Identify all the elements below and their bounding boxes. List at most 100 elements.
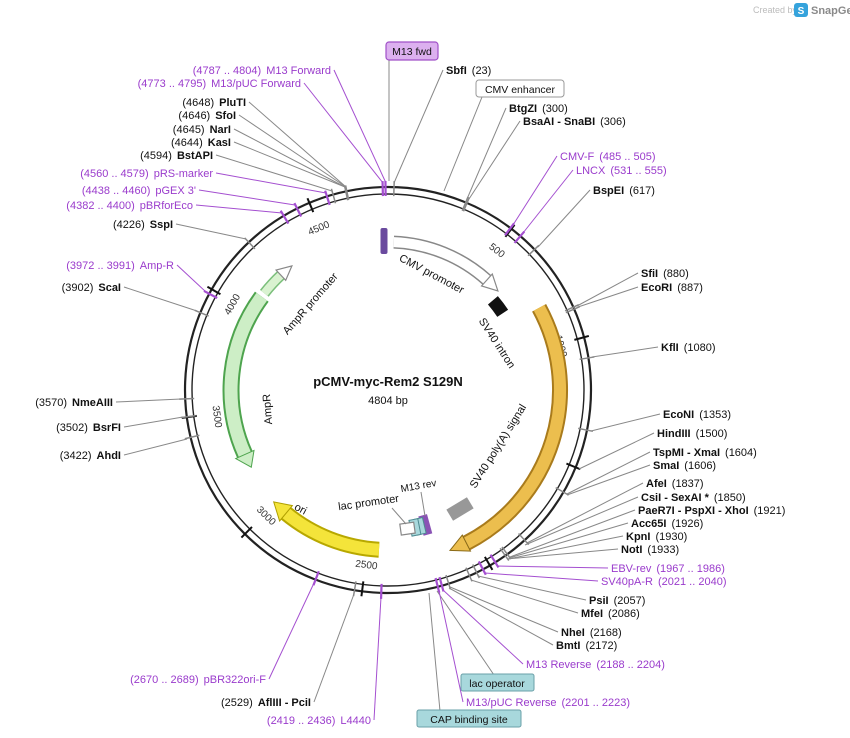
plasmid-size: 4804 bp <box>368 395 408 407</box>
inner-ring <box>191 193 585 587</box>
site-tick <box>461 196 469 212</box>
ampr-arrowhead <box>234 449 255 468</box>
outer-ring <box>183 185 593 595</box>
leader-line <box>590 413 661 432</box>
primer-leader-line <box>333 69 387 184</box>
leader-line <box>576 272 639 307</box>
lac-operator-box-label: lac operator <box>469 678 525 690</box>
site-m13-puc-reverse: M13/pUC Reverse (2201 .. 2223) <box>466 697 630 709</box>
primer-leader-line <box>438 590 464 703</box>
ampr-label: AmpR <box>261 393 275 424</box>
m13-fwd-box <box>385 41 439 61</box>
primer-tick <box>489 554 500 569</box>
site-mfei: MfeI (2086) <box>581 608 640 620</box>
site-pluti: (4648) PluTI <box>182 97 246 109</box>
leader-line <box>509 509 636 558</box>
snapgene-logo-letter: S <box>798 6 805 17</box>
lac-promoter-glyph <box>399 521 416 536</box>
site-smai: SmaI (1606) <box>653 460 716 472</box>
cmv-enhancer-box-label: CMV enhancer <box>485 84 556 96</box>
primer-leader-line <box>373 596 382 721</box>
site-bsrfi: (3502) BsrFI <box>56 422 121 434</box>
leader-line <box>123 416 184 428</box>
leader-line <box>566 464 651 496</box>
site-btgzi: BtgZI (300) <box>509 103 568 115</box>
primer-tick <box>477 560 487 576</box>
primer-leader-lines <box>176 69 609 721</box>
site-sfoi: (4646) SfoI <box>178 110 236 122</box>
site-tick <box>555 486 570 496</box>
site-tick <box>184 434 200 440</box>
leader-line <box>393 69 444 184</box>
leader-line <box>233 128 346 188</box>
site-ahdi: (3422) AhdI <box>60 450 121 462</box>
plasmid-rings <box>183 185 593 595</box>
site-noti: NotI (1933) <box>621 544 679 556</box>
snapgene-brand-text: SnapGene <box>811 5 850 17</box>
site-bstapi: (4594) BstAPI <box>140 150 213 162</box>
plasmid-title-group: pCMV-myc-Rem2 S129N 4804 bp <box>313 374 463 407</box>
site-ecori: EcoRI (887) <box>641 282 703 294</box>
leader-line <box>233 141 346 188</box>
m13-fwd-primer-glyph <box>380 228 388 254</box>
primer-leader-line <box>496 565 609 569</box>
leader-line <box>466 107 507 200</box>
site-m13-reverse: M13 Reverse (2188 .. 2204) <box>526 659 665 671</box>
site-tick <box>179 397 195 400</box>
leader-line <box>175 223 247 240</box>
site-amp-r: (3972 .. 3991) Amp-R <box>66 260 174 272</box>
enzyme-leader-lines <box>115 60 661 712</box>
cap-binding-box <box>416 709 522 728</box>
leader-line <box>591 346 659 358</box>
site-tick <box>244 237 256 250</box>
site-tick <box>462 197 471 212</box>
site-hindiii: HindIII (1500) <box>657 428 727 440</box>
site-tick <box>465 567 473 582</box>
tick-mark <box>484 556 494 571</box>
site-bspei: BspEI (617) <box>593 185 655 197</box>
m13-fwd-box-label: M13 fwd <box>392 46 432 58</box>
site-nhei: NheI (2168) <box>561 627 622 639</box>
site-tick <box>343 185 349 201</box>
leader-line <box>566 451 651 495</box>
site-l4440: (2419 .. 2436) L4440 <box>267 715 371 727</box>
leader-line <box>123 438 188 456</box>
site-labels-left: (2419 .. 2436) L4440 (2529) AflIII - PciI … <box>35 65 371 727</box>
primer-site-ticks <box>203 181 526 599</box>
leader-line <box>477 575 587 601</box>
site-scai: (3902) ScaI <box>62 282 121 294</box>
site-sbfi: SbfI (23) <box>446 65 491 77</box>
primer-tick <box>438 576 445 592</box>
site-ebv-rev: EBV-rev (1967 .. 1986) <box>611 563 725 575</box>
site-m13-forward: (4787 .. 4804) M13 Forward <box>193 65 331 77</box>
primer-leader-line <box>512 155 558 226</box>
leader-line-lac-operator <box>436 590 495 676</box>
leader-line <box>470 579 579 614</box>
leader-line <box>313 593 355 703</box>
site-tick <box>180 414 196 419</box>
tick-label-3500: 3500 <box>210 405 224 429</box>
sv40-intron-bar <box>487 296 509 317</box>
boxed-labels: M13 fwd CMV enhancer lac operator CAP bi… <box>385 41 565 728</box>
leader-line-cap-binding <box>428 592 441 712</box>
primer-leader-line <box>176 264 207 293</box>
site-tick <box>565 305 580 314</box>
site-afei: AfeI (1837) <box>646 478 704 490</box>
tick-mark <box>306 197 315 213</box>
site-prs-marker: (4560 .. 4579) pRS-marker <box>80 168 213 180</box>
tick-mark <box>206 285 221 296</box>
site-tick <box>344 185 350 201</box>
cmv-promoter-arrow <box>393 237 491 284</box>
tick-mark <box>360 581 365 597</box>
site-tick <box>578 427 594 433</box>
site-csii-sexai: CsiI - SexAI * (1850) <box>641 492 746 504</box>
cmv-enhancer-box <box>475 79 565 98</box>
primer-leader-line <box>442 589 524 665</box>
plasmid-name: pCMV-myc-Rem2 S129N <box>313 374 463 389</box>
sv40-polya-arrowhead <box>448 534 472 552</box>
primer-tick <box>434 577 441 593</box>
leader-line <box>537 189 591 248</box>
